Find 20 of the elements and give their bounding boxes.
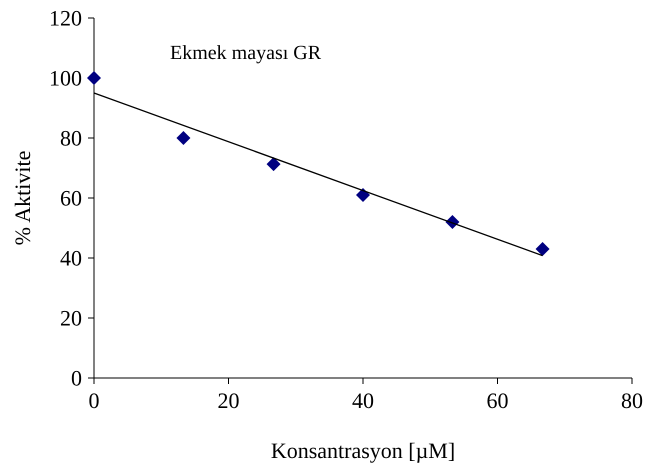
point — [266, 157, 281, 172]
y-tick-label: 20 — [60, 306, 82, 330]
y-tick-label: 80 — [60, 126, 82, 150]
x-tick-label: 0 — [88, 388, 100, 413]
point — [87, 71, 101, 85]
point — [176, 131, 190, 145]
y-tick-label: 0 — [71, 366, 82, 390]
y-tick-label: 60 — [60, 186, 82, 210]
x-tick-label: 80 — [621, 388, 643, 413]
x-tick-label: 40 — [352, 388, 374, 413]
x-tick-label: 20 — [218, 388, 240, 413]
point — [356, 188, 370, 202]
y-tick-label: 40 — [60, 246, 82, 270]
point — [536, 242, 550, 256]
y-axis-title: % Aktivite — [10, 150, 35, 246]
x-tick-label: 60 — [486, 388, 508, 413]
y-tick-label: 100 — [49, 66, 82, 90]
x-axis-title: Konsantrasyon [µM] — [270, 438, 456, 463]
annotation: Ekmek mayası GR — [170, 42, 322, 64]
y-tick-label: 120 — [49, 6, 82, 30]
